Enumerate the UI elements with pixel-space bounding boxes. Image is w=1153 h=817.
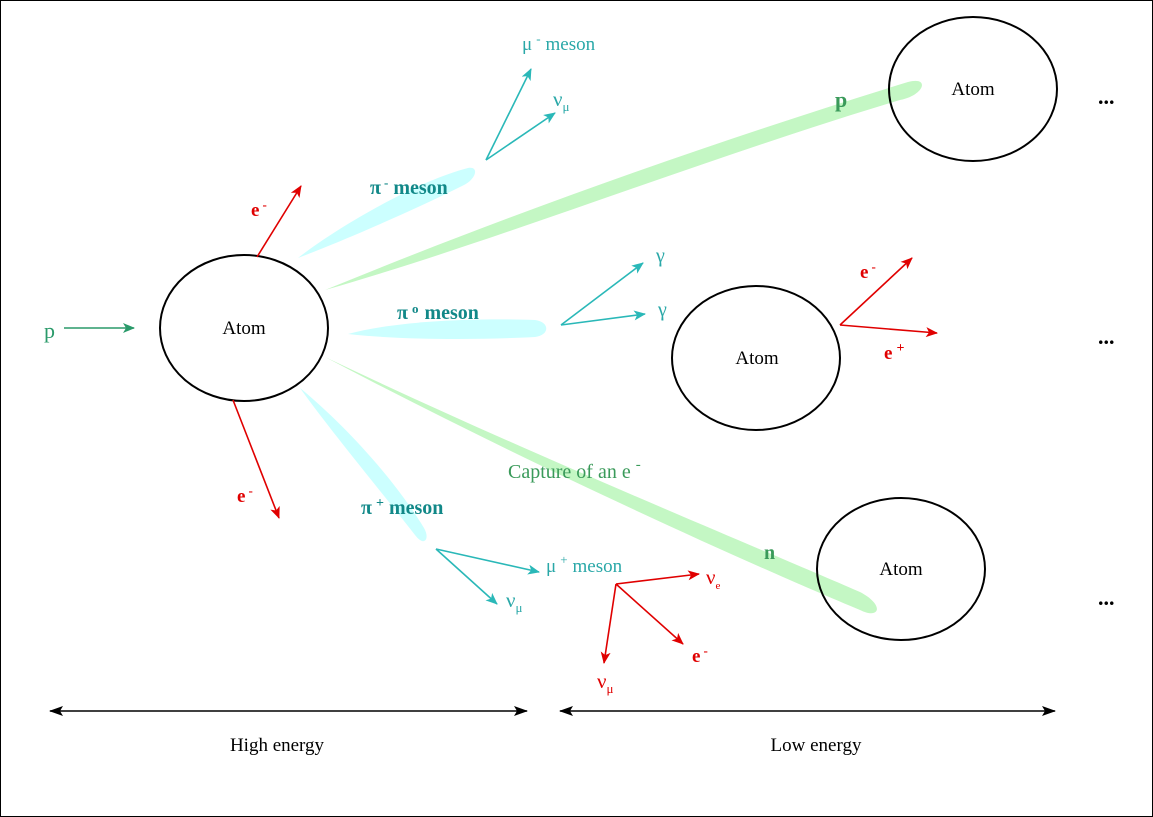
gamma-1-label: γ [655,245,665,267]
continuation-dots-bot: ... [1098,585,1115,610]
pi-minus-meson-label: π - meson [370,175,448,199]
atom-main-label: Atom [222,318,266,339]
gamma-2-arrow [560,310,646,326]
p-outgoing-label: p [835,87,847,112]
gamma-2-label: γ [657,299,667,321]
gamma-1-arrow [560,262,644,326]
e-minus-bottom-label: e- [237,483,253,507]
nu-mu-decay-arrow [600,583,617,664]
pi-minus-track [298,167,476,258]
nu-mu-top-label: νμ [553,87,570,114]
low-energy-label: Low energy [771,735,862,756]
atom-bot-label: Atom [879,559,923,580]
e-minus-bottom-arrow [232,399,280,519]
mu-plus-arrow [435,548,540,575]
e-minus-decay-arrow [615,583,684,645]
e-plus-mid-label: e + [884,341,904,364]
mu-plus-meson-label: μ + meson [546,552,623,577]
e-minus-mid-label: e- [860,259,876,283]
nu-mu-pi-label: νμ [506,588,523,615]
nu-mu-pi-arrow [435,548,498,605]
nu-mu-top-arrow [485,112,556,161]
e-minus-top-arrow [256,185,302,258]
e-minus-top-label: e- [251,197,267,221]
nu-e-arrow [615,570,700,585]
atom-mid [671,285,841,431]
atom-top-label: Atom [951,79,995,100]
atom-top [888,16,1058,162]
e-plus-mid-arrow [839,324,938,338]
nu-mu-decay-label: νμ [597,669,614,696]
mu-minus-arrow [485,68,532,161]
capture-label: Capture of an e- [508,457,641,483]
pi-plus-track [300,388,427,542]
pi-plus-meson-label: π + meson [361,496,443,519]
continuation-dots-mid: ... [1098,324,1115,349]
pi-zero-meson-label: π o meson [397,301,479,324]
e-minus-mid-arrow [839,257,913,326]
neutron-track [325,357,877,614]
atom-main [159,254,329,402]
pi-zero-track [348,319,547,339]
high-energy-label: High energy [230,735,325,756]
atom-mid-label: Atom [735,348,779,369]
e-minus-decay-label: e- [692,643,708,667]
proton-track [325,80,922,291]
nu-e-label: νe [706,565,721,592]
atom-bot [816,497,986,641]
neutron-label: n [764,542,775,564]
continuation-dots-top: ... [1098,84,1115,109]
mu-minus-meson-label: μ - meson [522,31,596,55]
incoming-p-label: p [44,318,55,343]
